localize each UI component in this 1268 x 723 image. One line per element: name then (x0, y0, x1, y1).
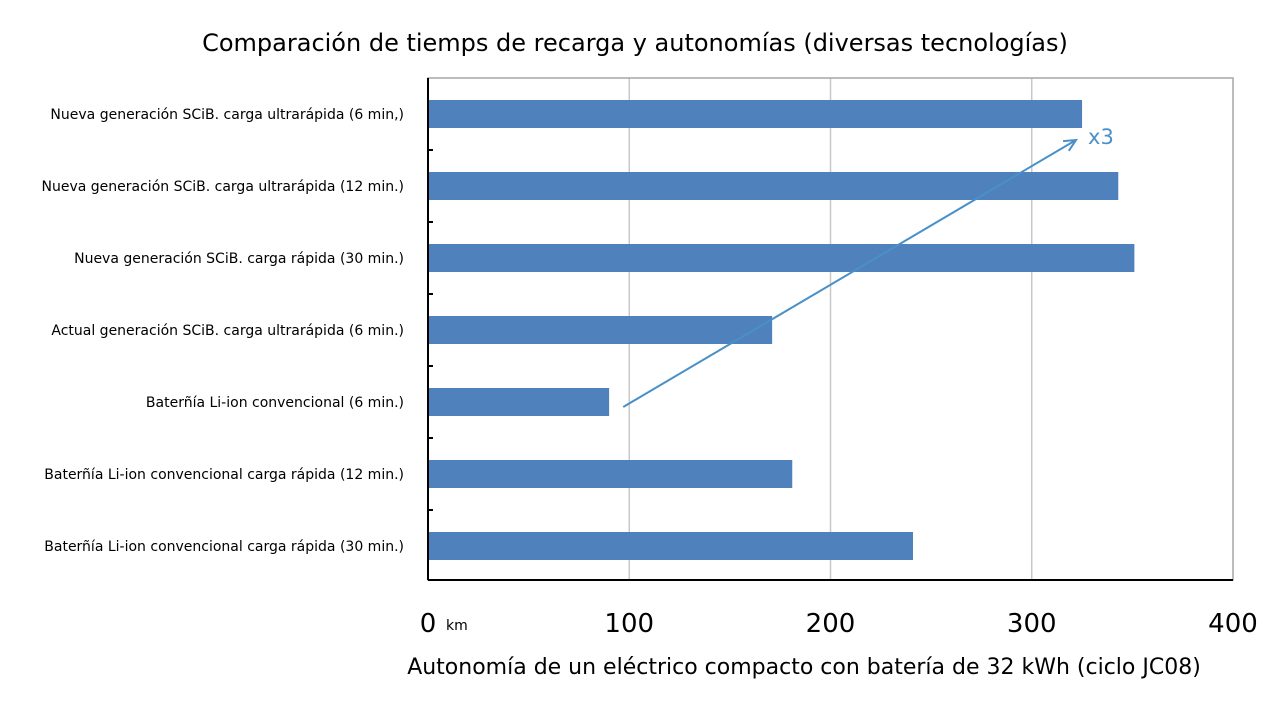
axes (427, 78, 1233, 581)
annotation-label: x3 (1088, 125, 1114, 149)
x-unit-label: km (446, 618, 468, 634)
bar (428, 100, 1083, 128)
x-tick-label: 400 (1208, 609, 1258, 639)
x-tick-label: 300 (1007, 609, 1057, 639)
x-tick-label: 0 (420, 609, 437, 639)
bar (428, 532, 914, 560)
category-label: Nueva generación SCiB. carga rápida (30 … (74, 251, 404, 267)
trend-arrow-head (1062, 138, 1079, 152)
bar (428, 172, 1119, 200)
bar (428, 460, 793, 488)
bar (428, 316, 773, 344)
x-axis-tick-labels: 0 100 200 300 400 (420, 609, 1258, 639)
category-label: Baterñía Li-ion convencional (6 min.) (146, 395, 404, 411)
trend-arrow (622, 139, 1077, 408)
annotation: x3 (622, 125, 1114, 408)
bar (428, 388, 610, 416)
category-label: Actual generación SCiB. carga ultrarápid… (51, 323, 404, 339)
x-tick-label: 100 (604, 609, 654, 639)
x-axis-label: Autonomía de un eléctrico compacto con b… (407, 655, 1201, 680)
x-tick-label: 200 (806, 609, 856, 639)
category-label: Nueva generación SCiB. carga ultrarápida… (42, 179, 404, 195)
category-labels: Nueva generación SCiB. carga ultrarápida… (42, 107, 404, 555)
category-label: Nueva generación SCiB. carga ultrarápida… (50, 107, 404, 123)
bar (428, 244, 1135, 272)
category-label: Baterñía Li-ion convencional carga rápid… (44, 467, 404, 483)
bars (428, 100, 1135, 560)
category-label: Baterñía Li-ion convencional carga rápid… (44, 539, 404, 555)
chart-title: Comparación de tiemps de recarga y auton… (202, 29, 1068, 57)
y-axis-ticks (428, 149, 433, 511)
